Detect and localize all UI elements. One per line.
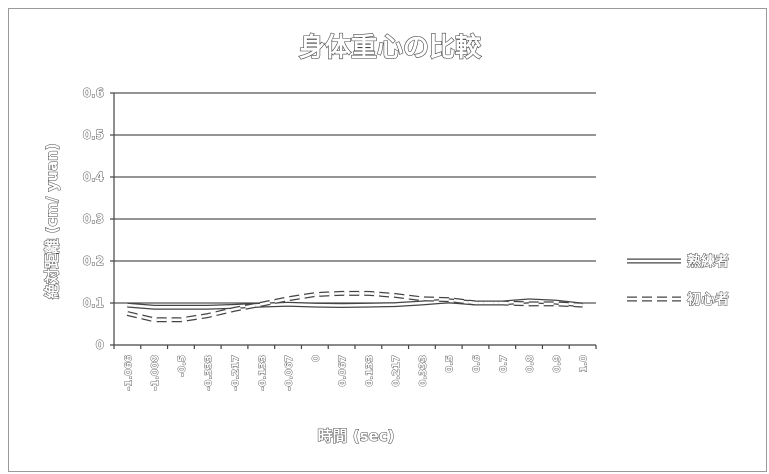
x-tick-label: 0.333 xyxy=(418,355,429,387)
gridlines xyxy=(114,92,596,304)
y-tick-label: 0.6 xyxy=(83,86,104,100)
x-tick-label: 0.8 xyxy=(525,355,536,373)
x-tick-label: 0.217 xyxy=(391,355,402,387)
axes xyxy=(110,92,597,349)
legend-label: 初心者 xyxy=(687,291,729,308)
series-lines xyxy=(126,290,583,323)
x-tick-label: -0.217 xyxy=(231,355,242,391)
x-tick-label: 0.067 xyxy=(338,355,349,387)
chart-frame: 身体重心の比較 絶対距離 (cm/ yuan) 時間 (sec) 0 0.1 0.2… xyxy=(8,8,767,472)
x-tick-label: 0 xyxy=(311,355,322,362)
x-tick-label: 0.5 xyxy=(445,355,456,373)
line-chart: 身体重心の比較 絶対距離 (cm/ yuan) 時間 (sec) 0 0.1 0.2… xyxy=(43,31,730,445)
x-tick-label: -0.133 xyxy=(257,355,268,391)
x-tick-label: 1.0 xyxy=(579,355,590,373)
x-tick-label: 0.6 xyxy=(472,355,483,373)
y-tick-label: 0.3 xyxy=(83,212,104,226)
y-tick-label: 0.2 xyxy=(83,254,104,268)
y-tick-label: 0.1 xyxy=(83,296,104,310)
x-tick-labels: -1.066 -1.008 -0.5 -0.333 -0.217 -0.133 -0.067… xyxy=(123,355,590,392)
x-tick-label: -1.066 xyxy=(123,355,134,391)
series-line xyxy=(127,292,583,322)
y-tick-label: 0 xyxy=(96,338,104,352)
x-tick-label: 0.133 xyxy=(364,355,375,387)
x-axis-title: 時間 (sec) xyxy=(318,427,395,445)
x-tick-label: -0.333 xyxy=(204,355,215,391)
x-tick-label: 0.7 xyxy=(498,355,509,373)
x-tick-label: -0.5 xyxy=(177,355,188,377)
x-tick-label: -1.008 xyxy=(150,355,161,391)
x-tick-label: 0.9 xyxy=(552,355,563,373)
legend-label: 熟練者 xyxy=(687,253,729,270)
x-tick-label: -0.067 xyxy=(284,355,295,391)
y-tick-label: 0.5 xyxy=(83,128,104,142)
chart-title: 身体重心の比較 xyxy=(299,32,482,63)
y-tick-labels: 0 0.1 0.2 0.3 0.4 0.5 0.6 xyxy=(82,86,104,353)
y-axis-title: 絶対距離 (cm/ yuan) xyxy=(43,143,61,298)
y-tick-label: 0.4 xyxy=(83,170,104,184)
